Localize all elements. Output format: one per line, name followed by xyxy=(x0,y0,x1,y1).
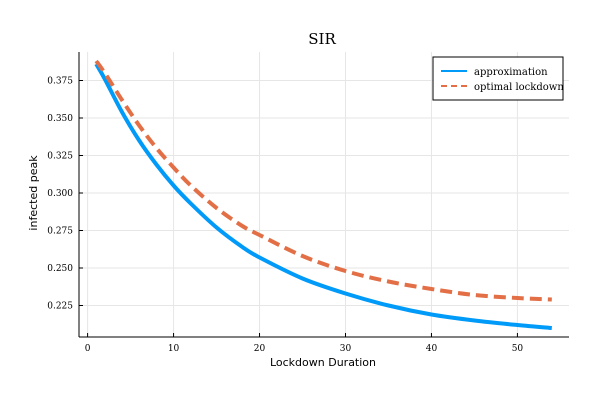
x-axis-label: Lockdown Duration xyxy=(270,356,376,369)
series-layer xyxy=(94,59,552,330)
x-tick-label: 20 xyxy=(254,344,266,354)
y-tick-label: 0.325 xyxy=(47,152,73,162)
x-tick-label: 30 xyxy=(340,344,352,354)
series-line-approximation xyxy=(94,62,552,330)
y-tick-label: 0.375 xyxy=(47,77,73,87)
legend-box xyxy=(432,56,564,101)
x-tick-label: 40 xyxy=(426,344,438,354)
axes-layer xyxy=(78,52,569,338)
y-tick-label: 0.275 xyxy=(47,227,73,237)
ticks-layer: 0 10 20 30 40 50 0.225 0.250 0.275 0.300 0.325 0.35… xyxy=(47,77,523,355)
chart-title: SIR xyxy=(308,30,336,48)
y-tick-label: 0.350 xyxy=(47,114,73,124)
y-tick-label: 0.225 xyxy=(47,302,73,312)
legend: approximation optimal lockdown xyxy=(432,56,564,101)
legend-label-approximation: approximation xyxy=(474,67,548,78)
legend-label-optimal-lockdown: optimal lockdown xyxy=(474,82,564,93)
x-tick-label: 10 xyxy=(168,344,180,354)
y-tick-label: 0.250 xyxy=(47,264,73,274)
y-axis-label: infected peak xyxy=(27,155,40,231)
x-tick-label: 0 xyxy=(85,344,91,354)
x-tick-label: 50 xyxy=(512,344,524,354)
y-tick-label: 0.300 xyxy=(47,189,73,199)
series-line-optimal-lockdown xyxy=(94,59,552,302)
